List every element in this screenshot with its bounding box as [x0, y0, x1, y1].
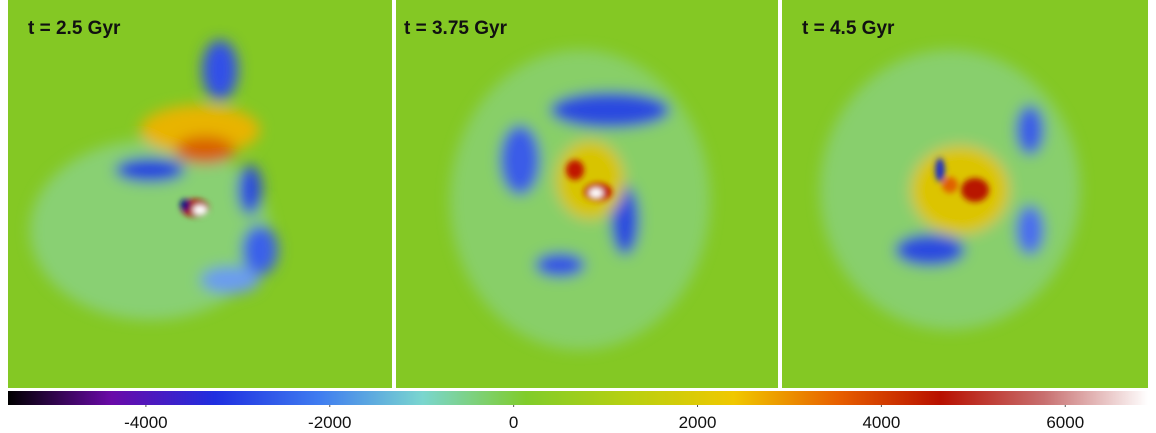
- panel-image: [782, 0, 1148, 388]
- colorbar-tick-label: 0: [509, 413, 518, 432]
- colorbar-tick-label: -4000: [124, 413, 167, 432]
- panel-image: [8, 0, 392, 388]
- colorbar-tick-label: 6000: [1046, 413, 1084, 432]
- colorbar-tick-label: 4000: [862, 413, 900, 432]
- panel-title: t = 2.5 Gyr: [28, 18, 121, 39]
- colorbar: [8, 391, 1148, 405]
- panel-title: t = 4.5 Gyr: [802, 18, 895, 39]
- panel-title: t = 3.75 Gyr: [404, 18, 508, 39]
- colorbar-tick-label: -2000: [308, 413, 351, 432]
- panel-image: [396, 0, 778, 388]
- colorbar-tick-label: 2000: [679, 413, 717, 432]
